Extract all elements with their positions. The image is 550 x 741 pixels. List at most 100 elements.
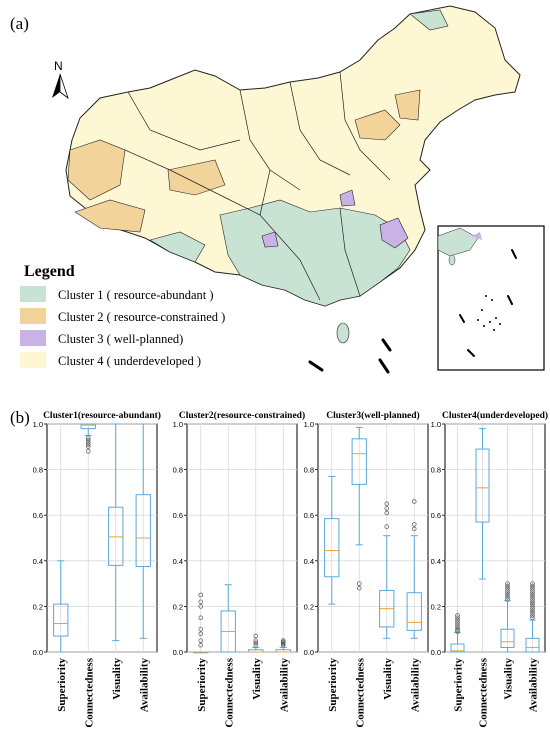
legend-swatch-cluster3 [20, 330, 46, 346]
box-iqr [500, 628, 515, 648]
box-superiority [53, 560, 69, 653]
x-tick-label: Connectedness [83, 657, 95, 727]
map-region-cluster1-west [149, 231, 206, 263]
map-region-cluster3-center [339, 189, 356, 207]
map-region-cluster2-east [394, 89, 421, 121]
box-availability [406, 499, 422, 639]
outlier-point [505, 581, 510, 586]
map-region-cluster1-northeast [409, 9, 449, 31]
outlier-point [530, 606, 535, 611]
box-iqr [135, 494, 151, 567]
y-tick-label: 0.0 [33, 648, 43, 657]
box-iqr [525, 637, 540, 653]
plot-frame [186, 423, 298, 653]
outlier-point [455, 624, 460, 630]
x-tick-label: Availability [138, 658, 150, 713]
outlier-point [505, 588, 510, 593]
china-cluster-map: N Legend Cluster 1 ( resource-abundant )… [20, 5, 545, 374]
map-region-cluster1-island [336, 322, 350, 344]
y-tick-label: 0.6 [431, 511, 441, 520]
x-tick-label: Superiority [56, 658, 68, 712]
outlier-point [530, 581, 535, 586]
panel-b-label: (b) [10, 408, 30, 427]
outlier-point [530, 588, 535, 593]
map-province-borders [124, 71, 391, 301]
legend-swatch-cluster2 [20, 308, 46, 324]
outlier-point [505, 583, 510, 589]
north-arrow-label: N [54, 59, 63, 73]
legend-label-cluster1: Cluster 1 ( resource-abundant ) [58, 288, 214, 302]
box-visuality [500, 581, 515, 653]
y-tick-label: 1.0 [33, 420, 43, 429]
outlier-point [530, 599, 535, 605]
x-tick-label: Superiority [196, 658, 208, 712]
x-tick-label: Visuality [251, 658, 263, 700]
x-tick-label: Superiority [453, 658, 465, 712]
map-region-cluster2-west [67, 139, 126, 201]
y-tick-label: 1.0 [173, 420, 183, 429]
legend-swatch-cluster4 [20, 352, 46, 368]
outlier-point [85, 435, 91, 440]
outlier-point [384, 501, 390, 507]
legend-label-cluster2: Cluster 2 ( resource-constrained ) [58, 310, 225, 324]
map-region-cluster3-east [379, 217, 409, 249]
y-tick-label: 0.6 [173, 511, 183, 520]
outlier-point [530, 610, 535, 616]
box-iqr [108, 506, 124, 566]
outlier-point [505, 590, 510, 595]
box-superiority [193, 592, 209, 654]
box-iqr [351, 438, 367, 485]
y-tick-label: 0.6 [304, 511, 314, 520]
y-tick-label: 0.2 [431, 602, 441, 611]
legend-swatch-cluster1 [20, 286, 46, 302]
y-tick-label: 0.6 [33, 511, 43, 520]
outlier-point [455, 613, 460, 618]
plot-frame [444, 423, 546, 653]
box-visuality [379, 501, 395, 639]
box-superiority [324, 475, 340, 605]
map-region-cluster2-southwest [74, 199, 146, 233]
outlier-point [505, 597, 510, 602]
y-tick-label: 0.8 [304, 466, 314, 475]
y-tick-label: 0.8 [431, 466, 441, 475]
boxplot-panel-4: Cluster4(underdeveloped) 0.0 0.2 0.4 0.6 0.8 1… [431, 410, 548, 728]
x-tick-label: Connectedness [354, 657, 366, 727]
map-region-cluster3-west [261, 231, 279, 248]
panel-a-label: (a) [10, 14, 29, 33]
y-tick-label: 0.8 [173, 466, 183, 475]
y-tick-label: 0.0 [431, 648, 441, 657]
boxplot-panel-2: Cluster2(resource-constrained) 0.0 0.2 0.4 0… [173, 410, 306, 728]
box-connectedness [351, 426, 367, 591]
outlier-point [198, 592, 204, 598]
map-region-cluster1-south [219, 199, 411, 307]
outlier-point [253, 633, 259, 639]
outlier-point [455, 629, 460, 634]
outlier-point [412, 526, 417, 532]
outlier-point [455, 615, 460, 621]
outlier-point [530, 615, 535, 621]
legend-label-cluster4: Cluster 4 ( underdeveloped ) [58, 354, 201, 368]
x-tick-label: Visuality [382, 658, 394, 700]
outlier-point [530, 595, 535, 600]
x-tick-label: Superiority [327, 658, 339, 712]
y-tick-label: 0.2 [173, 602, 183, 611]
box-iqr [324, 518, 340, 578]
x-tick-label: Availability [278, 658, 290, 713]
outlier-point [384, 506, 390, 511]
outlier-point [198, 599, 204, 605]
outlier-point [198, 615, 204, 621]
box-superiority [450, 613, 465, 653]
y-tick-label: 0.2 [33, 602, 43, 611]
box-iqr [80, 423, 96, 430]
box-availability [275, 638, 291, 653]
y-tick-label: 0.4 [33, 557, 43, 566]
outlier-point [85, 449, 91, 454]
outlier-point [85, 439, 91, 445]
outlier-point [530, 604, 535, 609]
outlier-point [198, 604, 204, 609]
legend-label-cluster3: Cluster 3 ( well-planned) [58, 332, 183, 346]
outlier-point [530, 592, 535, 598]
panel-title: Cluster1(resource-abundant) [43, 410, 161, 421]
outlier-point [530, 597, 535, 602]
outlier-point [253, 640, 259, 646]
